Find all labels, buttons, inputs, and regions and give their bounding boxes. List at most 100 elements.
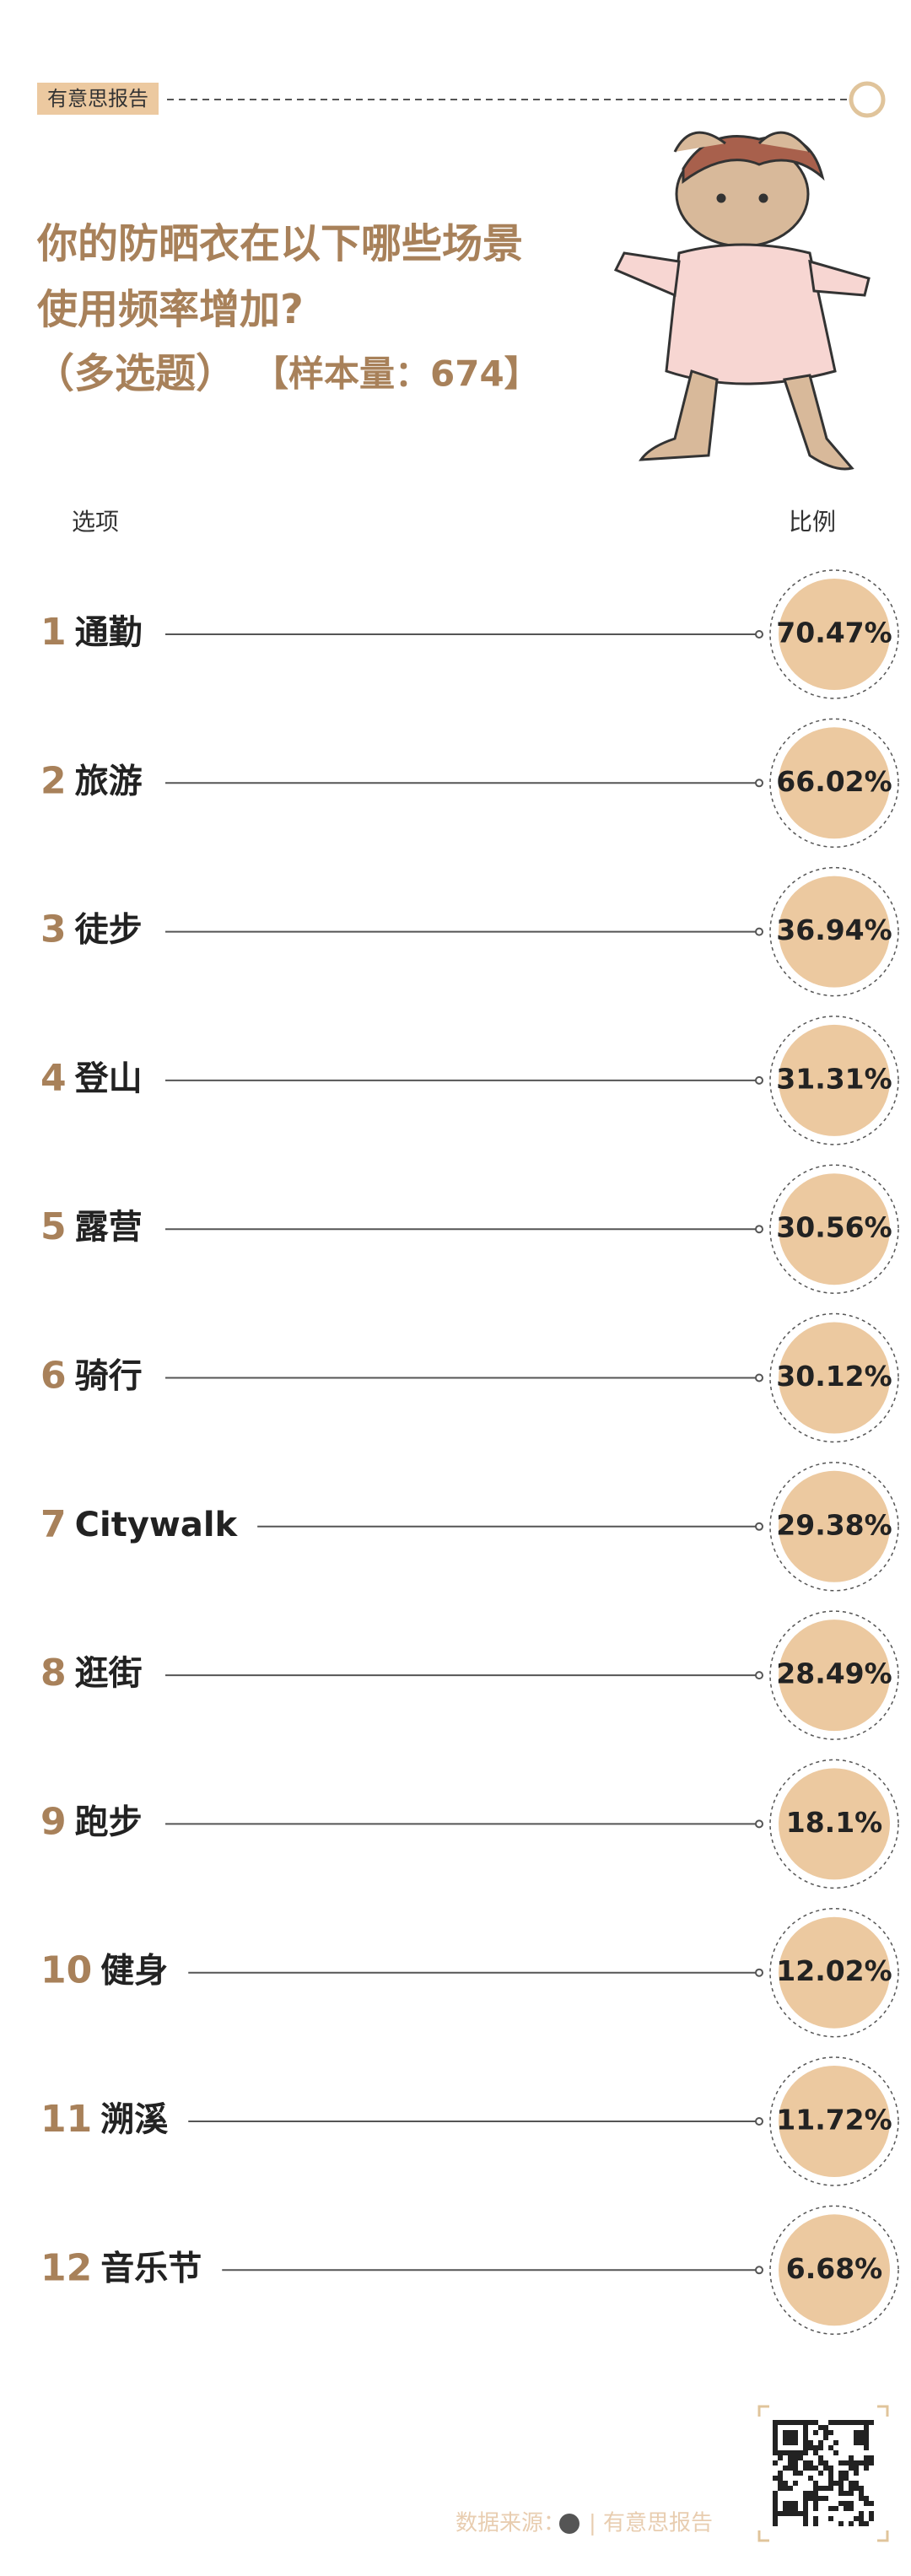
qr-module — [803, 2511, 808, 2516]
qr-module — [864, 2425, 869, 2430]
qr-module — [838, 2476, 844, 2481]
qr-module — [793, 2420, 798, 2425]
qr-module — [773, 2491, 778, 2496]
qr-module — [793, 2481, 798, 2486]
qr-module — [823, 2425, 828, 2430]
qr-module — [798, 2450, 803, 2455]
qr-module — [828, 2471, 833, 2476]
qr-module — [828, 2516, 833, 2521]
qr-module — [854, 2466, 859, 2471]
option-label: 溯溪 — [100, 2100, 168, 2139]
qr-module — [788, 2455, 793, 2460]
qr-module — [844, 2460, 849, 2466]
qr-module — [844, 2501, 849, 2506]
qr-module — [788, 2430, 793, 2435]
qr-module — [854, 2440, 859, 2445]
qr-module — [793, 2466, 798, 2471]
qr-module — [778, 2476, 783, 2481]
qr-module — [778, 2486, 783, 2491]
row: 8 逛街 28.49% — [40, 1610, 899, 1740]
qr-module — [793, 2506, 798, 2511]
value-ring — [769, 1462, 899, 1592]
qr-module — [813, 2430, 818, 2435]
qr-module — [818, 2455, 823, 2460]
qr-module — [773, 2516, 778, 2521]
qr-module — [778, 2455, 783, 2460]
logo — [559, 2514, 579, 2534]
value-ring — [769, 1759, 899, 1889]
qr-module — [773, 2506, 778, 2511]
qr-module — [793, 2435, 798, 2440]
qr-module — [844, 2491, 849, 2496]
qr-module — [783, 2511, 788, 2516]
qr-module — [854, 2420, 859, 2425]
qr-module — [849, 2501, 854, 2506]
qr-module — [788, 2450, 793, 2455]
qr-module — [838, 2471, 844, 2476]
option-label: 健身 — [100, 1952, 168, 1991]
qr-module — [773, 2430, 778, 2435]
option-label: 旅游 — [75, 762, 143, 800]
value-disc — [779, 579, 890, 690]
rank: 1 — [40, 611, 67, 654]
qr-module — [808, 2440, 813, 2445]
qr-module — [803, 2420, 808, 2425]
qr-module — [844, 2476, 849, 2481]
qr-module — [773, 2440, 778, 2445]
leader-dot — [755, 2266, 763, 2275]
qr-module — [869, 2501, 874, 2506]
qr-module — [838, 2420, 844, 2425]
leader-dot — [755, 1819, 763, 1829]
qr-module — [773, 2425, 778, 2430]
value-disc — [779, 1916, 890, 2029]
rows: 1 通勤 70.47% 2 旅游 66.02% 3 徒步 36.94% 4 登山 31.31% 5 露营 3… — [40, 569, 899, 2336]
source-brand: | 有意思报告 — [589, 2511, 713, 2536]
value-label: 18.1% — [786, 1806, 883, 1839]
qr-module — [833, 2440, 838, 2445]
value-ring — [769, 2056, 899, 2186]
qr-module — [813, 2450, 818, 2455]
qr-module — [808, 2476, 813, 2481]
qr-module — [828, 2445, 833, 2450]
value-disc — [779, 1173, 890, 1285]
qr-module — [788, 2486, 793, 2491]
qr-module — [849, 2420, 854, 2425]
qr-module — [864, 2460, 869, 2466]
qr-module — [859, 2430, 864, 2435]
leader-dot — [755, 630, 763, 639]
qr-module — [864, 2455, 869, 2460]
value-label: 30.12% — [776, 1360, 892, 1393]
qr-module — [854, 2460, 859, 2466]
option-label: 通勤 — [75, 613, 143, 652]
row: 12 音乐节 6.68% — [40, 2205, 899, 2336]
qr-module — [808, 2491, 813, 2496]
qr-module — [813, 2481, 818, 2486]
qr-module — [859, 2516, 864, 2521]
row: 2 旅游 66.02% — [40, 718, 899, 849]
qr-module — [793, 2460, 798, 2466]
qr-module — [793, 2471, 798, 2476]
qr-module — [798, 2455, 803, 2460]
qr-module — [859, 2435, 864, 2440]
value-disc — [779, 1322, 890, 1434]
qr-module — [783, 2430, 788, 2435]
qr-module — [783, 2501, 788, 2506]
rank: 11 — [40, 2098, 92, 2141]
rank: 7 — [40, 1503, 67, 1546]
qr-module — [859, 2491, 864, 2496]
qr-module — [859, 2496, 864, 2501]
value-disc — [779, 1024, 890, 1136]
qr-module — [854, 2516, 859, 2521]
qr-module — [798, 2420, 803, 2425]
leader-dot — [755, 2117, 763, 2126]
qr-module — [788, 2501, 793, 2506]
qr-module — [803, 2460, 808, 2466]
qr-module — [818, 2445, 823, 2450]
tag-bg — [37, 83, 159, 115]
qr-module — [828, 2476, 833, 2481]
qr-module — [783, 2435, 788, 2440]
qr-module — [778, 2450, 783, 2455]
qr-module — [828, 2506, 833, 2511]
qr-module — [869, 2511, 874, 2516]
option-label: 骑行 — [75, 1357, 143, 1396]
